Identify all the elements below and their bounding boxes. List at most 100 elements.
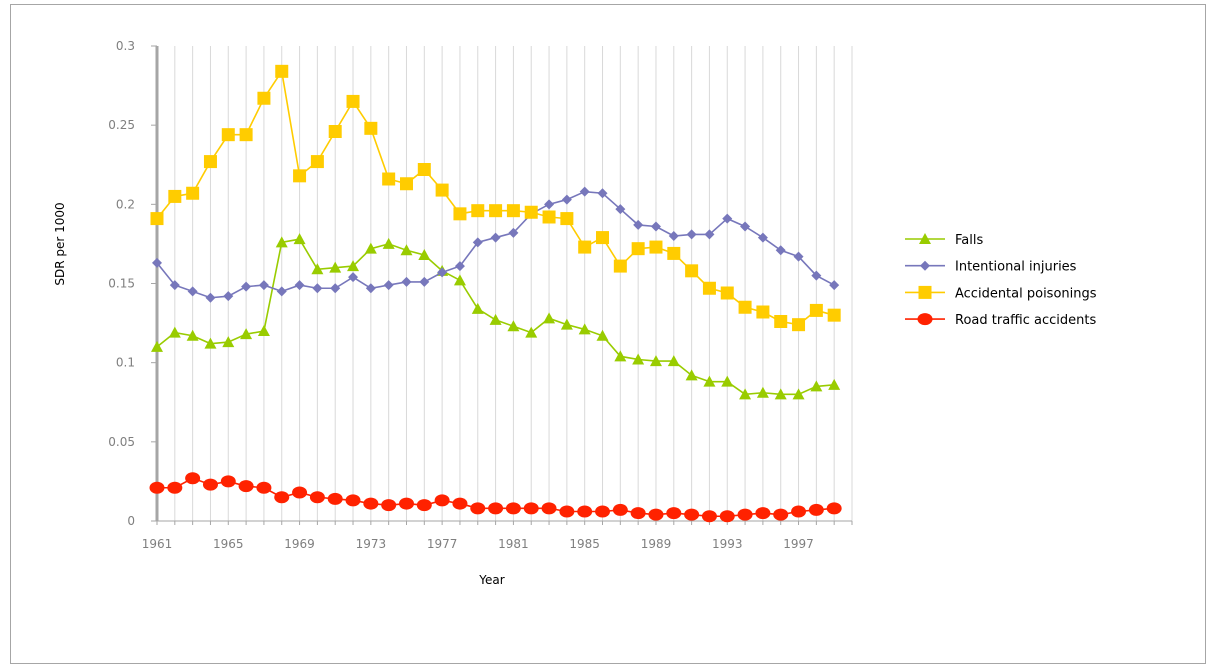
x-tick-label: 1985: [569, 537, 600, 551]
data-point: [222, 336, 235, 348]
data-point: [633, 219, 644, 230]
data-point: [221, 128, 235, 142]
data-point: [740, 221, 751, 232]
data-point: [649, 355, 662, 367]
data-point: [275, 236, 288, 248]
data-point: [523, 502, 539, 515]
data-point: [505, 502, 521, 515]
data-point: [437, 267, 448, 278]
data-point: [632, 353, 645, 365]
data-point: [685, 369, 698, 381]
data-point: [435, 183, 449, 197]
data-point: [152, 257, 162, 268]
data-point: [257, 91, 271, 105]
data-point: [330, 283, 341, 294]
y-tick-label: 0.15: [108, 277, 135, 291]
data-point: [578, 323, 591, 335]
data-point: [792, 318, 806, 332]
data-point: [579, 186, 590, 197]
data-point: [719, 510, 735, 523]
data-point: [826, 502, 842, 515]
data-point: [739, 388, 752, 400]
data-point: [811, 270, 822, 281]
data-point: [452, 497, 468, 510]
data-point: [223, 291, 234, 302]
data-point: [202, 478, 218, 491]
data-point: [186, 186, 200, 200]
y-tick-label: 0.2: [116, 197, 135, 211]
data-point: [239, 128, 253, 142]
data-point: [755, 507, 771, 520]
legend-label: Road traffic accidents: [955, 313, 1096, 328]
data-point: [185, 472, 201, 485]
data-point: [309, 491, 325, 504]
data-point: [400, 244, 413, 256]
data-point: [311, 263, 324, 275]
data-point: [559, 505, 575, 518]
data-point: [275, 64, 289, 78]
legend-label: Intentional injuries: [955, 260, 1077, 275]
data-point: [561, 194, 572, 205]
legend: Falls Intentional injuries Accidental pois…: [905, 233, 1097, 328]
data-point: [453, 274, 466, 286]
y-tick-label: 0: [127, 514, 135, 528]
data-point: [453, 207, 467, 221]
data-point: [773, 508, 789, 521]
data-point: [399, 177, 413, 191]
data-point: [508, 227, 519, 238]
data-point: [398, 497, 414, 510]
x-tick-label: 1965: [213, 537, 244, 551]
legend-item: Road traffic accidents: [905, 313, 1096, 328]
data-point: [276, 286, 287, 297]
data-point: [507, 320, 520, 332]
series-falls: [151, 233, 841, 400]
x-tick-label: 1973: [356, 537, 387, 551]
x-axis-title: Year: [478, 573, 504, 587]
data-point: [596, 231, 610, 245]
data-point: [364, 242, 377, 254]
data-point: [793, 251, 804, 262]
data-point: [827, 308, 841, 322]
legend-label: Falls: [955, 233, 983, 248]
data-point: [151, 340, 163, 352]
data-point: [506, 204, 520, 218]
data-point: [169, 280, 180, 291]
series-intentional-injuries: [152, 186, 840, 303]
data-point: [187, 286, 198, 297]
data-point: [630, 507, 646, 520]
data-point: [631, 242, 645, 256]
data-point: [294, 280, 305, 291]
data-point: [775, 245, 786, 256]
data-point: [434, 494, 450, 507]
data-point: [791, 505, 807, 518]
data-point: [382, 237, 395, 249]
y-axis-title: SDR per 1000: [53, 202, 67, 285]
data-point: [701, 510, 717, 523]
data-point: [327, 492, 343, 505]
data-point: [472, 237, 483, 248]
legend-item: Falls: [905, 233, 983, 248]
data-point: [808, 503, 824, 516]
data-point: [613, 259, 627, 273]
data-point: [684, 508, 700, 521]
data-point: [149, 481, 165, 494]
data-point: [542, 210, 556, 224]
data-point: [419, 276, 430, 287]
data-point: [489, 313, 502, 325]
data-point: [615, 204, 626, 215]
data-point: [596, 329, 609, 341]
legend-item: Accidental poisonings: [905, 285, 1097, 301]
data-point: [756, 386, 769, 398]
data-point: [347, 260, 360, 272]
data-point: [186, 329, 199, 341]
data-point: [720, 286, 734, 300]
data-point: [650, 221, 661, 232]
data-point: [649, 240, 663, 254]
data-point: [667, 355, 680, 367]
x-tick-label: 1997: [783, 537, 814, 551]
data-point: [595, 505, 611, 518]
data-point: [418, 249, 431, 260]
x-tick-label: 1977: [427, 537, 458, 551]
data-point: [721, 375, 734, 387]
data-point: [205, 292, 216, 303]
